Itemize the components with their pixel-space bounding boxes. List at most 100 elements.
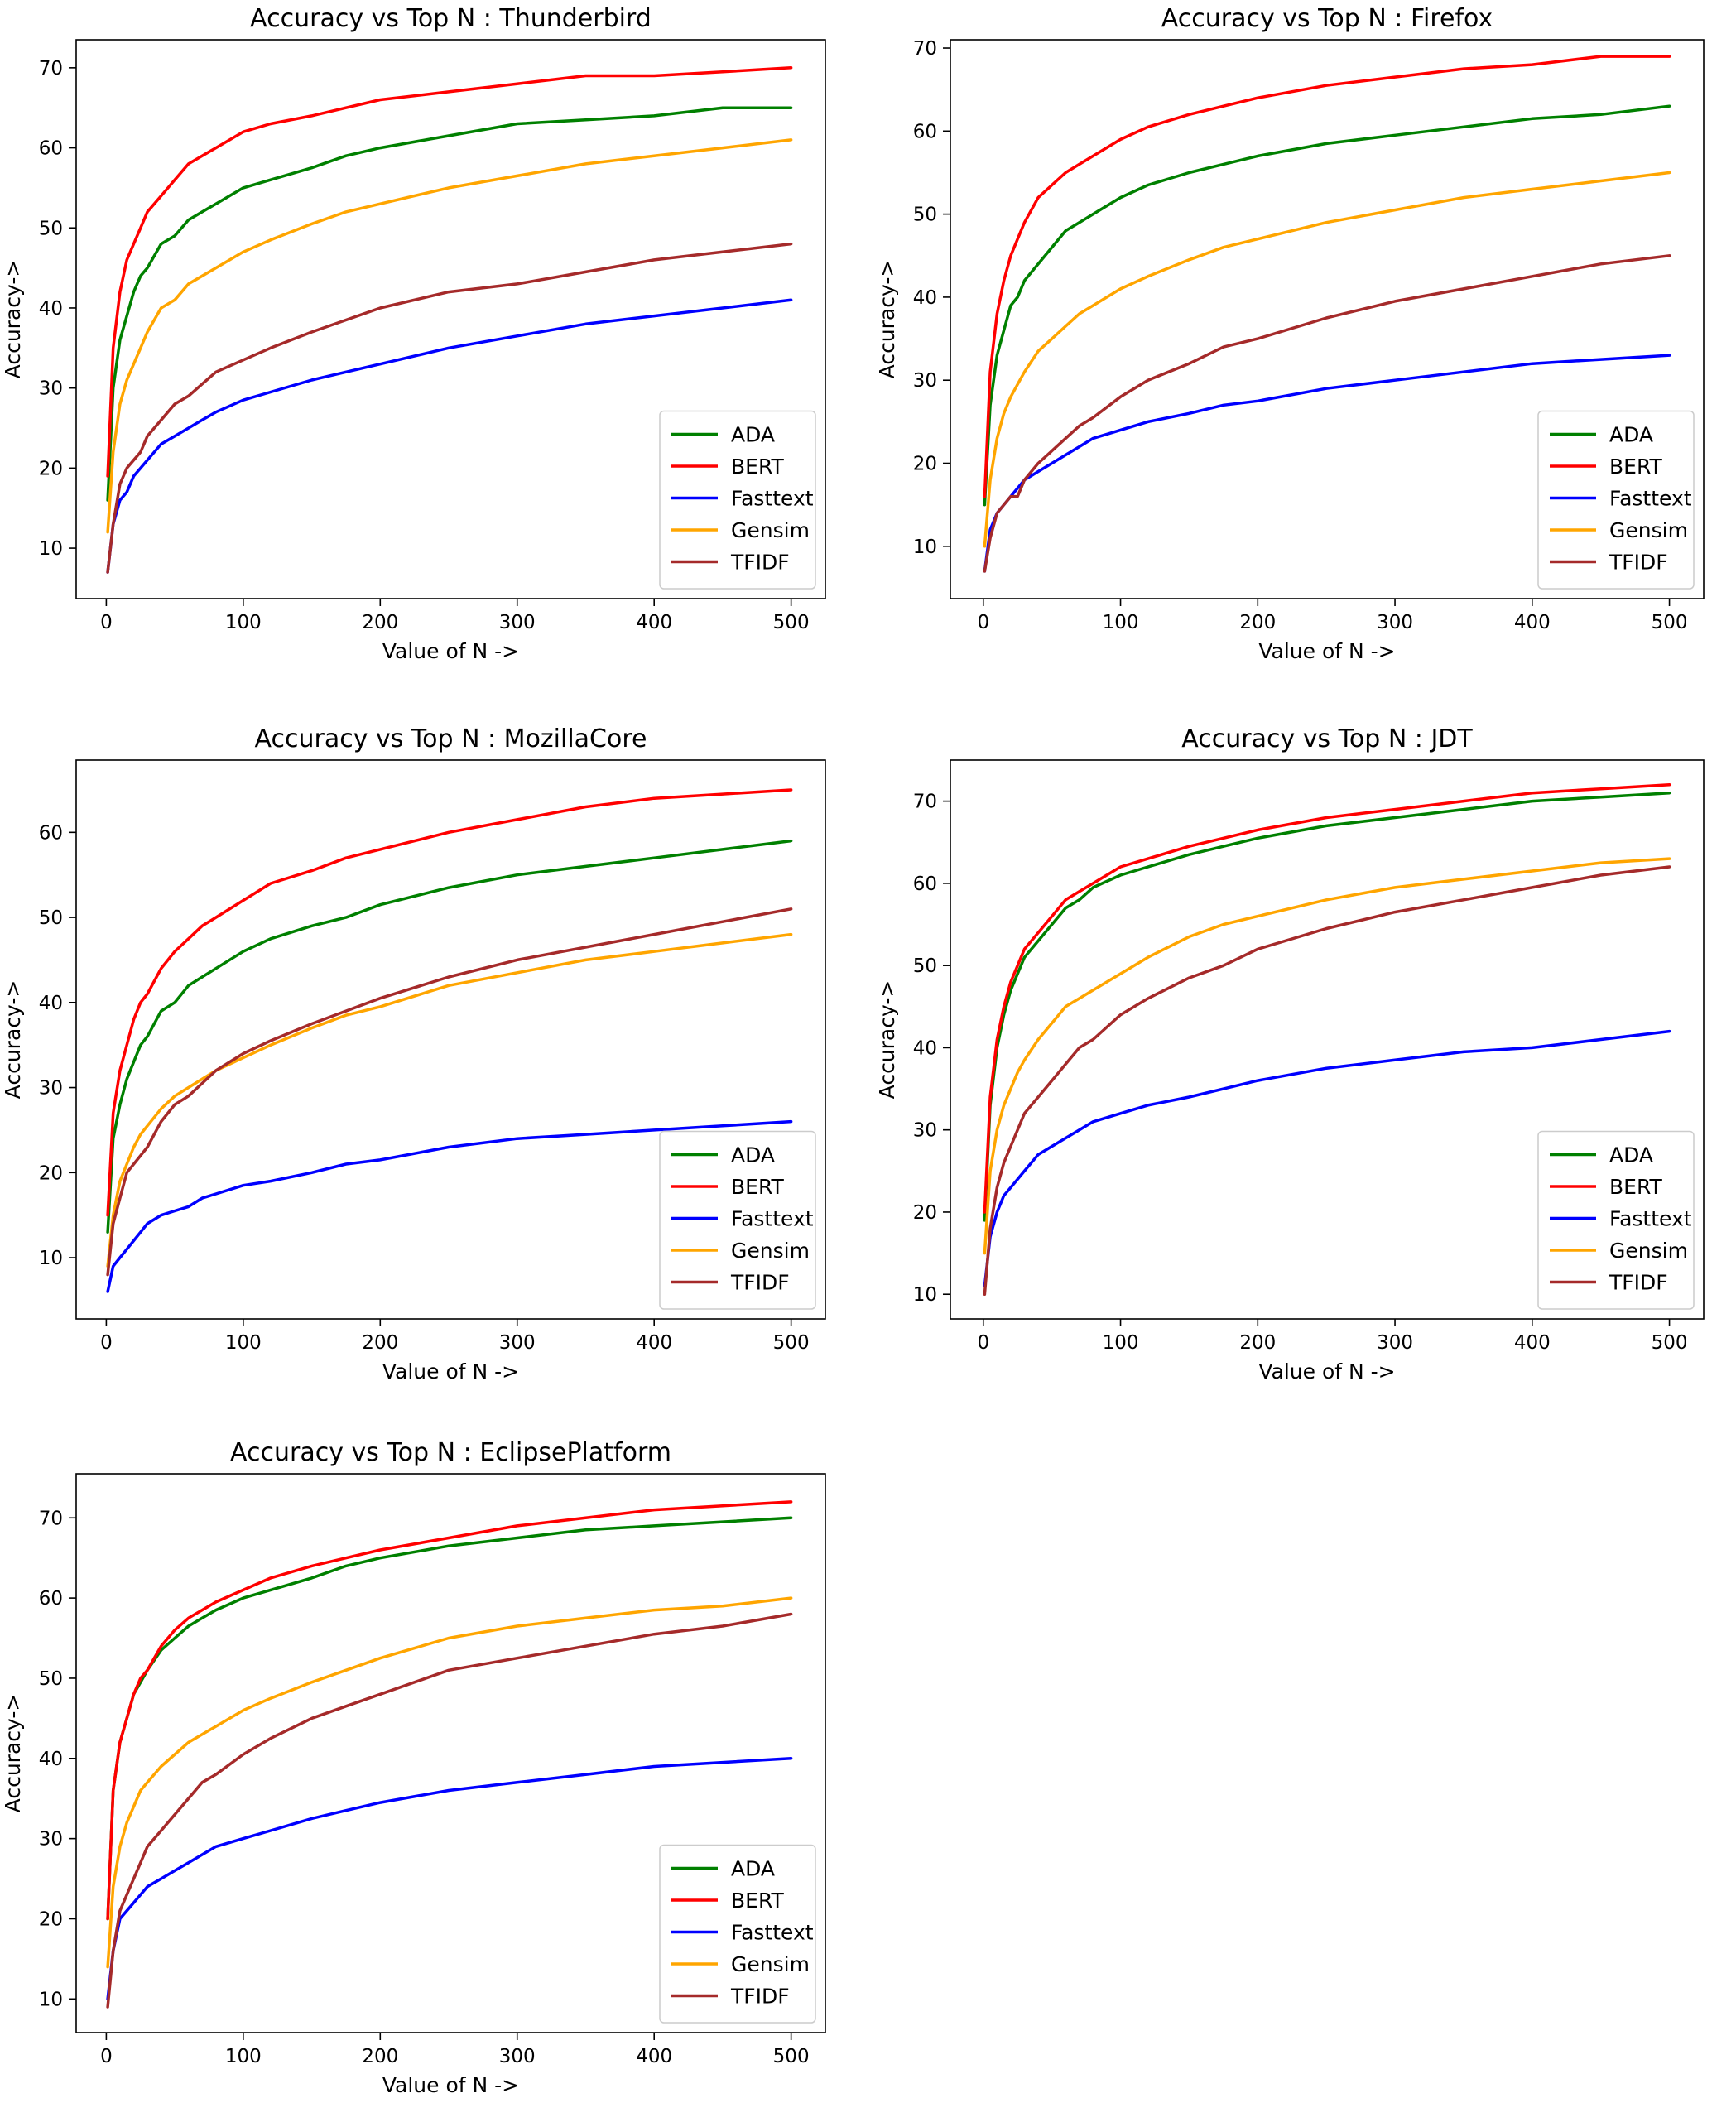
y-tick-label: 30 (913, 1120, 937, 1142)
y-tick-label: 40 (913, 1037, 937, 1059)
legend: ADA BERT Fasttext Gensim TFIDF (659, 410, 816, 590)
x-tick-label: 0 (100, 612, 113, 633)
x-axis-label: Value of N -> (1258, 1359, 1395, 1384)
chart-panel-1: Accuracy vs Top N : Thunderbird 0 100 200 30… (1, 4, 826, 663)
series-line-bert (106, 1500, 793, 1921)
x-tick-label: 500 (1652, 1332, 1688, 1354)
x-tick-label: 300 (499, 2046, 536, 2067)
y-tick-label: 60 (39, 1588, 63, 1610)
x-axis-label: Value of N -> (382, 639, 519, 663)
y-tick-label: 10 (39, 538, 63, 560)
y-tick-label: 20 (913, 454, 937, 475)
y-tick-label: 40 (39, 993, 63, 1014)
series-line-tfidf (106, 242, 793, 574)
legend-label: Fasttext (731, 487, 814, 511)
y-tick-label: 50 (39, 218, 63, 239)
x-tick-label: 400 (636, 2046, 672, 2067)
y-tick-label: 60 (913, 873, 937, 895)
series-lines (106, 1500, 793, 2009)
legend-label: ADA (1609, 423, 1653, 447)
y-tick-label: 60 (39, 822, 63, 844)
y-tick-label: 50 (913, 955, 937, 977)
y-tick-label: 20 (39, 1162, 63, 1184)
y-tick-label: 40 (39, 1749, 63, 1770)
chart-title: Accuracy vs Top N : EclipsePlatform (230, 1438, 671, 1467)
y-tick-label: 30 (39, 378, 63, 400)
series-line-gensim (983, 171, 1671, 548)
y-tick-label: 40 (39, 298, 63, 320)
x-tick-label: 200 (362, 612, 398, 633)
chart-title: Accuracy vs Top N : Firefox (1161, 4, 1493, 33)
x-tick-label: 400 (1514, 1332, 1551, 1354)
series-line-tfidf (983, 254, 1671, 573)
legend-label: Gensim (731, 1239, 810, 1263)
chart-panel-3: Accuracy vs Top N : MozillaCore 0 100 200 30… (1, 724, 826, 1384)
y-axis-label: Accuracy-> (875, 980, 899, 1100)
x-tick-label: 500 (1652, 612, 1688, 633)
legend-label: BERT (1609, 1175, 1662, 1199)
x-tick-label: 400 (1514, 612, 1551, 633)
y-tick-label: 70 (39, 58, 63, 79)
legend-label: Gensim (731, 1952, 810, 1976)
y-tick-label: 30 (39, 1078, 63, 1100)
legend-label: Fasttext (731, 1921, 814, 1945)
y-tick-label: 50 (913, 205, 937, 226)
legend-label: Fasttext (1609, 487, 1692, 511)
legend-label: ADA (731, 1143, 775, 1167)
x-tick-label: 100 (225, 612, 262, 633)
x-tick-label: 400 (636, 612, 672, 633)
x-tick-label: 300 (1377, 1332, 1413, 1354)
legend-label: TFIDF (1609, 1271, 1668, 1295)
chart-panel-4: Accuracy vs Top N : JDT 0 100 200 300 400 500 1… (875, 724, 1705, 1384)
legend-label: ADA (1609, 1143, 1653, 1167)
series-line-gensim (106, 138, 793, 534)
y-tick-label: 10 (913, 537, 937, 558)
legend-box (659, 410, 816, 590)
series-line-ada (983, 104, 1671, 507)
x-tick-label: 500 (773, 612, 810, 633)
legend-label: TFIDF (1609, 551, 1668, 575)
series-line-fasttext (106, 1119, 793, 1293)
series-lines (106, 788, 793, 1293)
x-tick-label: 100 (1103, 612, 1139, 633)
legend-box (659, 1844, 816, 2024)
y-tick-label: 40 (913, 287, 937, 309)
legend-label: TFIDF (730, 1985, 790, 2009)
legend-label: Gensim (1609, 1239, 1688, 1263)
legend-label: Fasttext (1609, 1207, 1692, 1231)
plot-frame (75, 759, 826, 1320)
y-tick-label: 30 (39, 1829, 63, 1850)
series-line-gensim (983, 857, 1671, 1255)
x-tick-label: 0 (100, 2046, 113, 2067)
plot-frame (75, 1473, 826, 2033)
y-tick-label: 20 (39, 1908, 63, 1930)
y-tick-label: 10 (39, 1989, 63, 2010)
legend-box (1537, 1130, 1695, 1310)
x-tick-label: 0 (977, 612, 989, 633)
legend-box (1537, 410, 1695, 590)
x-axis-label: Value of N -> (382, 1359, 519, 1384)
x-tick-label: 200 (1239, 612, 1276, 633)
series-line-fasttext (106, 1757, 793, 2001)
x-tick-label: 0 (977, 1332, 989, 1354)
x-tick-label: 200 (362, 2046, 398, 2067)
x-tick-label: 300 (1377, 612, 1413, 633)
plot-frame (950, 759, 1705, 1320)
y-axis-label: Accuracy-> (1, 980, 25, 1100)
series-line-ada (106, 839, 793, 1234)
series-lines (983, 783, 1671, 1296)
plot-frame (75, 39, 826, 599)
legend-label: TFIDF (730, 1271, 790, 1295)
y-tick-label: 60 (39, 138, 63, 160)
y-axis-label: Accuracy-> (1, 1694, 25, 1813)
chart-panel-2: Accuracy vs Top N : Firefox 0 100 200 300 400… (875, 4, 1705, 663)
y-tick-label: 70 (39, 1508, 63, 1529)
series-line-tfidf (983, 865, 1671, 1296)
series-line-bert (983, 55, 1671, 498)
x-tick-label: 200 (1239, 1332, 1276, 1354)
legend: ADA BERT Fasttext Gensim TFIDF (659, 1844, 816, 2024)
series-lines (106, 66, 793, 574)
y-tick-label: 60 (913, 121, 937, 142)
x-tick-label: 200 (362, 1332, 398, 1354)
